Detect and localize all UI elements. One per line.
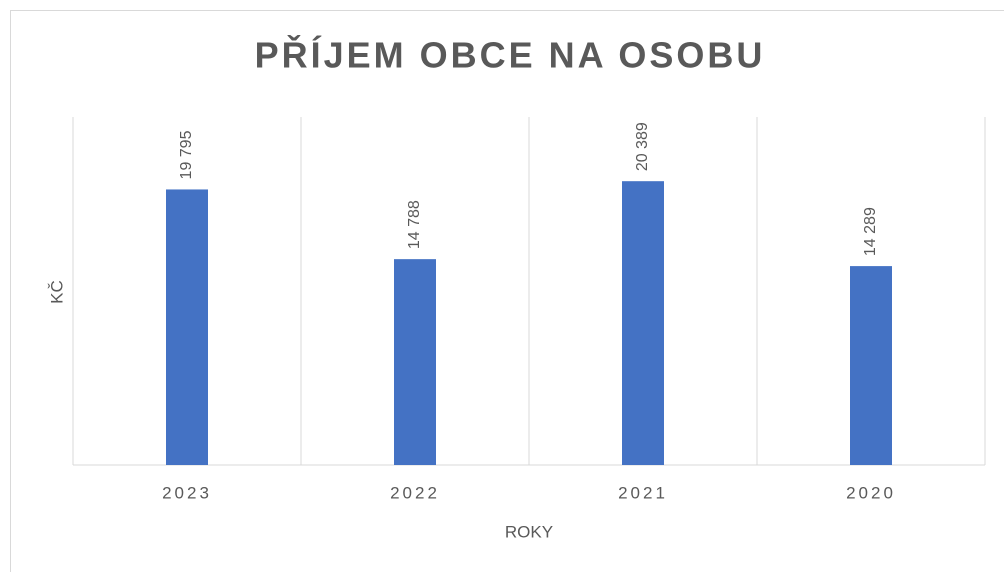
x-axis-label: ROKY bbox=[505, 522, 553, 541]
x-tick-label: 2020 bbox=[846, 483, 896, 502]
data-label: 14 289 bbox=[862, 207, 879, 256]
x-tick-label: 2023 bbox=[162, 483, 212, 502]
bar bbox=[850, 266, 892, 465]
bar bbox=[166, 189, 208, 465]
data-label: 20 389 bbox=[634, 122, 651, 171]
data-label: 19 795 bbox=[178, 130, 195, 179]
y-axis-label: KČ bbox=[47, 280, 66, 304]
bar bbox=[622, 181, 664, 465]
chart-title: PŘÍJEM OBCE NA OSOBU bbox=[255, 34, 766, 76]
data-label: 14 788 bbox=[406, 200, 423, 249]
x-tick-label: 2021 bbox=[618, 483, 668, 502]
bar bbox=[394, 259, 436, 465]
x-tick-label: 2022 bbox=[390, 483, 440, 502]
